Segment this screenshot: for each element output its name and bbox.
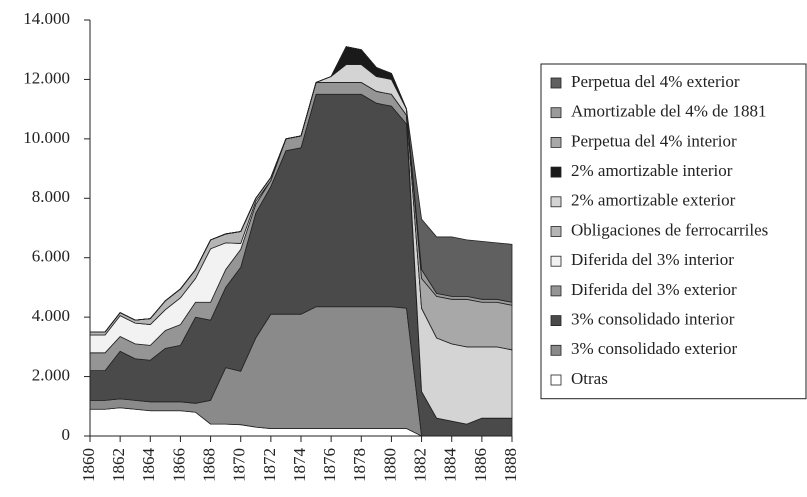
x-tick-label: 1872 (260, 448, 279, 482)
legend-swatch (550, 107, 562, 119)
legend-label: Perpetua del 4% exterior (571, 72, 740, 91)
legend-label: 2% amortizable interior (571, 161, 733, 180)
x-tick-label: 1878 (350, 448, 369, 482)
legend-label: Amortizable del 4% de 1881 (571, 102, 766, 121)
x-tick-label: 1884 (441, 448, 460, 483)
x-tick-label: 1868 (199, 448, 218, 482)
y-tick-label: 6.000 (32, 247, 70, 266)
legend-swatch (550, 315, 562, 327)
legend-label: 2% amortizable exterior (571, 191, 736, 210)
y-tick-label: 0 (62, 425, 71, 444)
x-tick-label: 1866 (169, 448, 188, 482)
legend-label: Otras (571, 369, 608, 388)
legend-label: Obligaciones de ferrocarriles (571, 220, 768, 239)
x-tick-label: 1888 (501, 448, 520, 482)
legend-label: 3% consolidado exterior (571, 339, 738, 358)
x-tick-label: 1882 (410, 448, 429, 482)
x-tick-label: 1876 (320, 448, 339, 482)
x-tick-label: 1874 (290, 448, 309, 483)
y-tick-label: 14.000 (23, 9, 70, 28)
legend-label: Diferida del 3% exterior (571, 280, 737, 299)
legend-label: 3% consolidado interior (571, 310, 735, 329)
x-tick-label: 1870 (230, 448, 249, 482)
y-tick-label: 12.000 (23, 68, 70, 87)
legend-swatch (550, 166, 562, 178)
x-tick-label: 1862 (109, 448, 128, 482)
x-tick-label: 1864 (139, 448, 158, 483)
x-tick-label: 1860 (79, 448, 98, 482)
legend-swatch (550, 196, 562, 208)
x-tick-label: 1880 (380, 448, 399, 482)
legend-swatch (550, 344, 562, 356)
legend-label: Diferida del 3% interior (571, 250, 734, 269)
y-tick-label: 8.000 (32, 187, 70, 206)
area (90, 46, 513, 333)
y-tick-label: 10.000 (23, 128, 70, 147)
legend-swatch (550, 77, 562, 89)
legend-swatch (550, 226, 562, 237)
legend-swatch (550, 255, 562, 267)
legend-label: Perpetua del 4% interior (571, 131, 737, 150)
legend-box (540, 63, 807, 400)
y-tick-label: 4.000 (32, 306, 70, 325)
y-tick-label: 2.000 (32, 365, 70, 384)
legend-swatch (550, 285, 562, 297)
legend-swatch (550, 136, 562, 148)
legend-swatch (550, 374, 562, 386)
x-tick-label: 1886 (471, 448, 490, 482)
